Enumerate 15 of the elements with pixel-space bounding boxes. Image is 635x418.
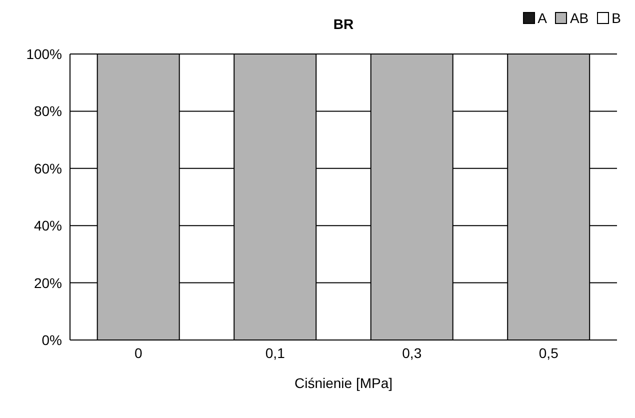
x-tick-label: 0 [134, 344, 142, 361]
y-tick-label: 0% [42, 332, 62, 348]
x-tick-label: 0,1 [265, 344, 286, 361]
x-tick-label: 0,5 [538, 344, 559, 361]
legend-label: AB [568, 10, 589, 26]
legend-label: A [536, 10, 547, 26]
y-tick-label: 100% [26, 46, 62, 62]
x-axis-title: Ciśnienie [MPa] [294, 375, 393, 391]
y-tick-label: 80% [34, 103, 62, 120]
y-tick-label: 60% [34, 160, 62, 176]
y-tick-label: 20% [34, 274, 62, 291]
y-tick-label: 40% [34, 218, 62, 234]
legend-label: B [610, 10, 621, 26]
chart-title: BR [333, 16, 354, 32]
x-tick-label: 0,3 [402, 344, 422, 361]
